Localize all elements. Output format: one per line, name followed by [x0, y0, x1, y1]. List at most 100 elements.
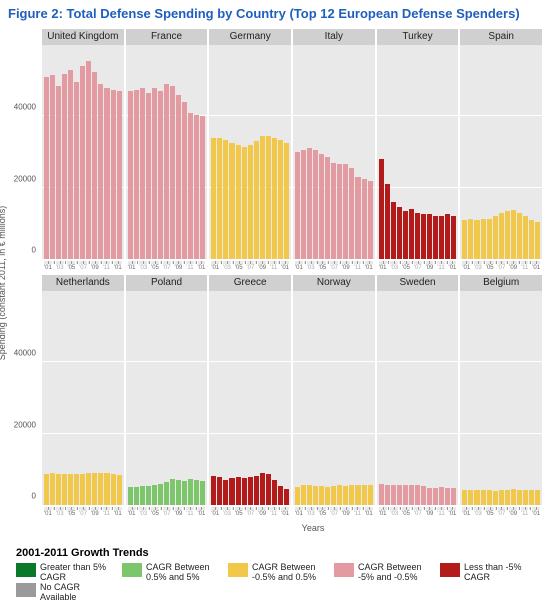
panel: Germany [209, 29, 291, 259]
bar [164, 84, 169, 259]
x-tick: '07 [79, 261, 87, 273]
x-tick: '11 [103, 507, 110, 519]
panel-header: Greece [209, 275, 291, 291]
bar [266, 474, 271, 505]
x-tick: '07 [498, 507, 506, 519]
panel: Belgium [460, 275, 542, 505]
bar [176, 480, 181, 505]
panel-body [209, 45, 291, 259]
x-tick: '09 [426, 261, 434, 273]
x-tick: '07 [414, 507, 422, 519]
x-tick [195, 261, 197, 273]
bar [278, 140, 283, 259]
bar [307, 148, 312, 259]
panel-body [377, 291, 459, 505]
x-tick: '01 [295, 261, 303, 273]
x-tick [160, 261, 162, 273]
x-tick: '05 [402, 507, 410, 519]
x-tick [53, 261, 55, 273]
x-tick: '09 [175, 261, 183, 273]
panel-body [460, 45, 542, 259]
x-tick [111, 261, 113, 273]
bar [98, 473, 103, 505]
x-tick [148, 507, 150, 519]
bar [62, 74, 67, 259]
bar [56, 474, 61, 505]
x-tick [434, 261, 436, 273]
bar [319, 486, 324, 505]
bar [487, 219, 492, 259]
bar [468, 219, 473, 259]
bar [493, 491, 498, 505]
x-tick [446, 507, 448, 519]
x-tick: '07 [247, 261, 255, 273]
x-tick: '11 [437, 507, 444, 519]
x-tick: '05 [67, 507, 75, 519]
x-tick: '09 [91, 261, 99, 273]
bar [260, 473, 265, 505]
y-tick: 20000 [14, 420, 36, 429]
bar [140, 88, 145, 259]
bar [445, 488, 450, 505]
bar [284, 143, 289, 259]
bar [194, 115, 199, 259]
bar [200, 481, 205, 505]
bar [134, 487, 139, 505]
x-tick [327, 507, 329, 519]
bar [427, 488, 432, 505]
bar [128, 91, 133, 259]
legend-label: No CAGR Available [40, 582, 112, 602]
x-tick: '03 [56, 261, 64, 273]
bar [313, 486, 318, 505]
panel-header: Spain [460, 29, 542, 45]
bar-group [128, 45, 206, 259]
y-ticks-row1: 02000040000 [0, 29, 40, 259]
x-tick: '05 [402, 261, 410, 273]
x-tick: '05 [318, 507, 326, 519]
x-tick: '09 [91, 507, 99, 519]
legend-swatch [16, 563, 36, 577]
bar [211, 138, 216, 259]
x-tick: '01 [44, 261, 52, 273]
bar [362, 485, 367, 505]
x-tick: '03 [390, 261, 398, 273]
x-tick: '03 [307, 261, 315, 273]
x-tick [88, 507, 90, 519]
bar [368, 485, 373, 505]
bar [379, 159, 384, 259]
x-tick: '07 [247, 507, 255, 519]
bar [164, 482, 169, 505]
x-axis-row: '01'03'05'07'09'11'01'01'03'05'07'09'11'… [42, 507, 542, 519]
bar [254, 141, 259, 259]
bar [117, 91, 122, 259]
x-tick: '01 [462, 261, 470, 273]
bar [439, 487, 444, 505]
bar [211, 476, 216, 505]
x-tick: '03 [223, 261, 231, 273]
x-tick: '11 [521, 507, 528, 519]
bar [379, 484, 384, 505]
panel: Norway [293, 275, 375, 505]
bar [535, 222, 540, 259]
panel-header: France [126, 29, 208, 45]
x-tick [483, 261, 485, 273]
bar [188, 113, 193, 259]
x-tick [278, 507, 280, 519]
bar [529, 490, 534, 505]
x-tick [423, 261, 425, 273]
y-tick: 0 [32, 492, 36, 501]
x-tick: '09 [258, 261, 266, 273]
panel-header: Germany [209, 29, 291, 45]
x-axis-panel: '01'03'05'07'09'11'01 [209, 507, 291, 519]
legend-label: CAGR Between 0.5% and 5% [146, 562, 218, 582]
legend-item: Less than -5% CAGR [440, 562, 536, 582]
x-tick: '05 [486, 507, 494, 519]
bar [254, 476, 259, 505]
bar [343, 164, 348, 259]
panel-header: Turkey [377, 29, 459, 45]
x-tick [388, 507, 390, 519]
bar-group [379, 45, 457, 259]
x-tick [411, 261, 413, 273]
panel: Turkey [377, 29, 459, 259]
x-tick [137, 261, 139, 273]
